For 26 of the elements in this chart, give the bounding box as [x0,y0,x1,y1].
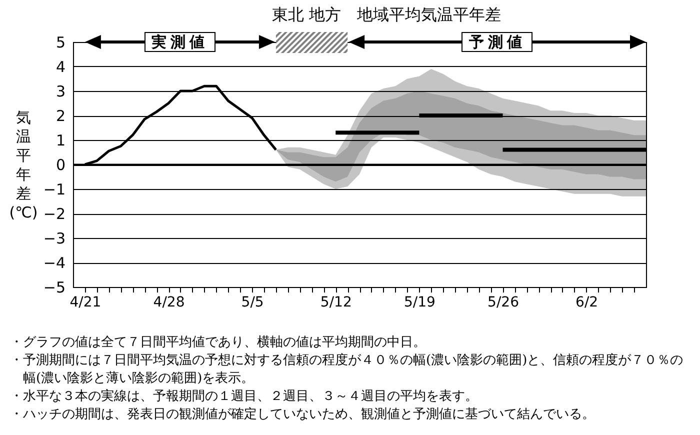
x-tick-label: 5/12 [320,294,352,310]
annotation: 実測値 [144,32,216,52]
y-tick-label: 4 [56,58,66,76]
y-tick-label: −3 [43,230,66,248]
text: ・ハッチの期間は、発表日の観測値が確定していないため、観測値と予測値に基づいて結んでいる。 [10,406,596,424]
y-tick-label: 3 [56,82,66,100]
x-tick-label: 4/21 [70,294,102,310]
y-tick-label: 1 [56,132,66,150]
x-tick-label: 5/5 [241,294,264,310]
text: ・予測期間には７日間平均気温の予想に対する信頼の程度が４０％の幅(濃い陰影の範囲)と、信頼の程度が７０％の幅(濃い陰影と薄い陰影の範囲)を表示。 [10,352,684,388]
x-tick-label: 4/28 [153,294,185,310]
y-tick-label: −4 [43,254,66,272]
y-tick-label: −5 [43,278,66,296]
x-tick-label: 5/26 [488,294,520,310]
y-tick-label: 2 [56,107,66,125]
x-tick-label: 5/19 [404,294,436,310]
y-axis-title: 気温平年差(℃) [9,108,38,222]
y-tick-label: 5 [56,34,66,52]
text: ・水平な３本の実線は、予報期間の１週目、２週目、３～４週目の平均を表す。 [10,388,479,406]
y-tick-label: 0 [56,156,66,174]
annotation: 予測値 [462,32,533,52]
text: ・グラフの値は全て７日間平均値であり、横軸の値は平均期間の中日。 [10,334,427,352]
y-tick-label: −1 [43,180,66,198]
y-tick-label: −2 [43,205,66,223]
x-tick-label: 6/2 [576,294,598,310]
chart-title: 東北 地方 地域平均気温平年差 [270,5,502,26]
